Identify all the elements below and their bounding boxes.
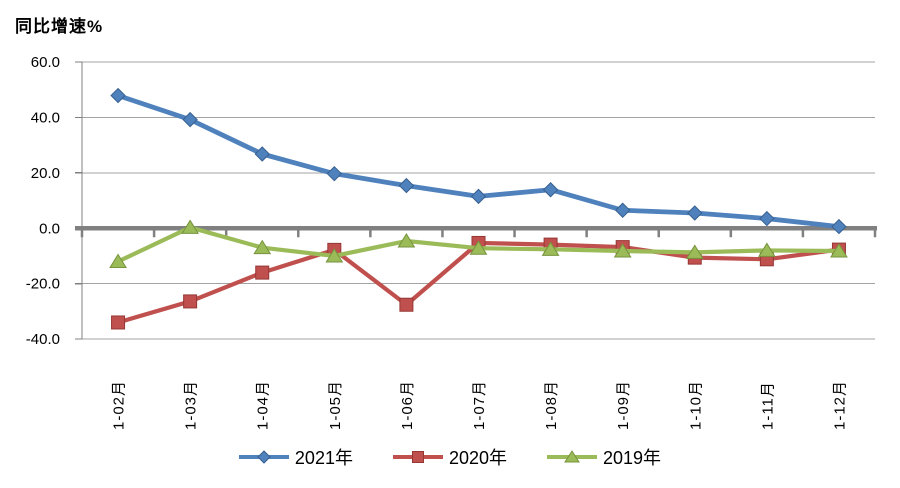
x-tick-label: 1-11月: [759, 381, 776, 430]
series-marker-2020年: [255, 265, 270, 280]
x-tick-label: 1-08月: [543, 380, 560, 430]
series-marker-2020年: [183, 294, 198, 309]
series-marker-2021年: [470, 188, 487, 205]
series-marker-2021年: [614, 202, 631, 218]
series-marker-2021年: [110, 87, 126, 104]
legend-marker-2021年: [257, 450, 271, 464]
series-marker-2021年: [687, 205, 703, 221]
legend-item-2019年: 2019年: [547, 444, 661, 470]
legend-label-2020年: 2020年: [448, 448, 508, 468]
y-tick-label: 0.0: [39, 220, 60, 237]
series-marker-2019年: [613, 243, 632, 258]
series-marker-2019年: [685, 244, 704, 259]
series-marker-2020年: [399, 297, 414, 312]
x-tick-label: 1-03月: [183, 380, 200, 430]
series-marker-2021年: [759, 210, 775, 227]
series-line-2020年: [115, 240, 842, 325]
series-marker-2020年: [111, 315, 126, 330]
legend-item-2021年: 2021年: [238, 444, 353, 470]
legend-marker-2019年: [564, 450, 580, 463]
y-tick-label: 20.0: [31, 165, 60, 182]
x-tick-label: 1-07月: [471, 380, 488, 430]
y-tick-label: 60.0: [31, 54, 60, 71]
series-marker-2021年: [542, 182, 559, 198]
legend-marker-2020年: [411, 451, 424, 463]
legend-item-2020年: 2020年: [392, 444, 508, 470]
legend-label-2019年: 2019年: [603, 448, 662, 468]
series-marker-2019年: [397, 233, 416, 248]
series-marker-2019年: [830, 243, 848, 258]
x-tick-label: 1-02月: [111, 380, 128, 430]
series-marker-2021年: [254, 146, 270, 162]
y-tick-label: -20.0: [26, 276, 60, 293]
series-marker-2021年: [398, 177, 415, 194]
x-tick-label: 1-09月: [615, 380, 632, 430]
series-line-2021年: [115, 93, 842, 229]
x-tick-label: 1-06月: [399, 380, 416, 430]
legend: 2021年 2020年 2019年: [0, 444, 900, 470]
legend-label-2021年: 2021年: [294, 448, 353, 468]
x-tick-label: 1-10月: [687, 380, 704, 430]
legend-diamond-icon: [238, 450, 289, 464]
series-marker-2019年: [469, 240, 488, 255]
x-tick-label: 1-12月: [831, 380, 848, 430]
series-marker-2019年: [181, 219, 200, 234]
series-marker-2019年: [541, 241, 560, 256]
x-tick-label: 1-05月: [327, 380, 344, 430]
legend-square-icon: [392, 451, 443, 463]
y-tick-label: 40.0: [31, 109, 60, 126]
x-tick-label: 1-04月: [255, 380, 272, 430]
series-marker-2019年: [325, 248, 344, 263]
series-marker-2021年: [182, 111, 198, 128]
series-marker-2019年: [109, 253, 127, 269]
series-marker-2021年: [326, 165, 343, 182]
y-tick-label: -40.0: [26, 331, 60, 348]
series-marker-2019年: [253, 239, 272, 255]
series-marker-2019年: [757, 242, 776, 257]
series-marker-2021年: [831, 218, 847, 235]
chart-title: 同比增速%: [15, 17, 104, 36]
legend-triangle-icon: [547, 450, 598, 463]
